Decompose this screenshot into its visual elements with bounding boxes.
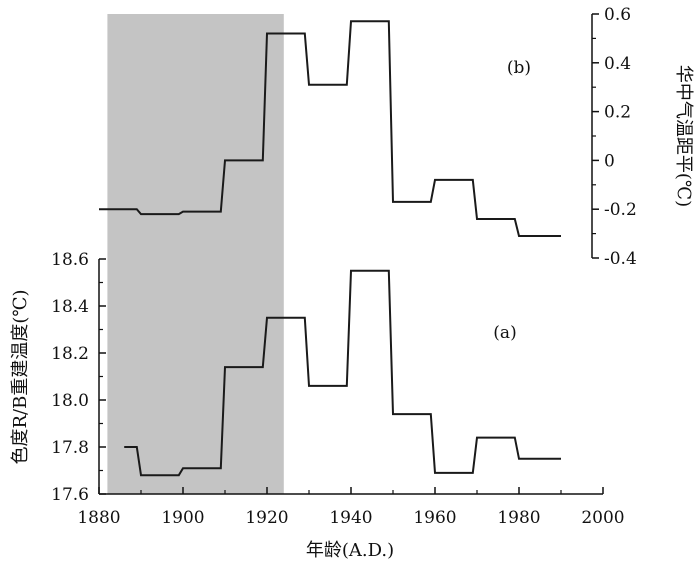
panel-label-b: (b) xyxy=(507,58,531,78)
y-tick-label-a: 18.2 xyxy=(51,344,89,364)
y-tick-label-b: 0 xyxy=(604,151,615,171)
y-tick-label-a: 17.6 xyxy=(51,485,89,505)
shaded-period xyxy=(107,14,284,494)
y-tick-label-a: 18.0 xyxy=(51,391,89,411)
y-axis-b-title: 华中气温距平(℃) xyxy=(673,65,694,207)
x-tick-label: 1960 xyxy=(413,508,456,528)
x-tick-label: 2000 xyxy=(581,508,624,528)
x-tick-label: 1900 xyxy=(161,508,204,528)
y-tick-label-b: 0.4 xyxy=(604,54,631,74)
x-tick-label: 1940 xyxy=(329,508,372,528)
y-tick-label-b: -0.2 xyxy=(604,200,637,220)
y-tick-label-a: 18.6 xyxy=(51,250,89,270)
x-tick-label: 1880 xyxy=(77,508,120,528)
y-tick-label-a: 17.8 xyxy=(51,438,89,458)
x-axis-title: 年龄(A.D.) xyxy=(306,540,394,561)
x-tick-label: 1920 xyxy=(245,508,288,528)
y-axis-a-title: 色度R/B重建温度(℃) xyxy=(10,289,31,464)
y-tick-label-b: -0.4 xyxy=(604,249,637,269)
series-a-line xyxy=(124,269,561,477)
y-tick-label-a: 18.4 xyxy=(51,297,89,317)
x-tick-label: 1980 xyxy=(497,508,540,528)
panel-label-a: (a) xyxy=(493,323,516,343)
y-tick-label-b: 0.2 xyxy=(604,103,631,123)
series-b-line xyxy=(99,20,561,237)
y-tick-label-b: 0.6 xyxy=(604,5,631,25)
